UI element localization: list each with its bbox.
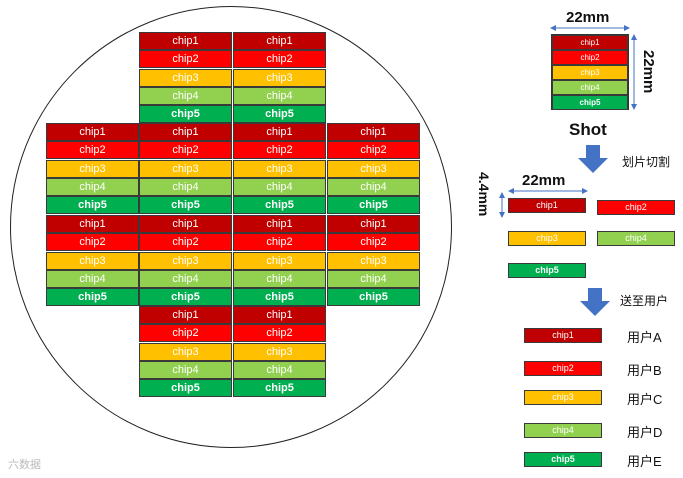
wafer-chip1: chip1 <box>46 215 139 234</box>
wafer-chip5: chip5 <box>46 288 139 307</box>
user-chip2: chip2 <box>524 361 602 376</box>
wafer-chip1: chip1 <box>139 215 232 234</box>
slice-chip3: chip3 <box>508 231 586 246</box>
wafer-chip2: chip2 <box>139 141 232 160</box>
wafer-chip1: chip1 <box>327 123 420 142</box>
wafer-chip4: chip4 <box>46 177 139 197</box>
wafer-chip5: chip5 <box>327 196 420 215</box>
user-chip5: chip5 <box>524 452 602 467</box>
wafer-chip5: chip5 <box>233 288 326 307</box>
watermark: 六数据 <box>8 459 41 471</box>
shot-title: Shot <box>569 120 607 139</box>
wafer-chip5: chip5 <box>139 379 232 398</box>
wafer-chip4: chip4 <box>233 86 326 106</box>
shot-height-label: 22mm <box>640 50 657 94</box>
wafer-chip5: chip5 <box>327 288 420 307</box>
user-chip4: chip4 <box>524 423 602 438</box>
wafer-chip5: chip5 <box>139 196 232 215</box>
shot-chip2: chip2 <box>552 50 628 65</box>
wafer-chip1: chip1 <box>233 32 326 51</box>
user-chip3: chip3 <box>524 390 602 405</box>
wafer-chip1: chip1 <box>233 306 326 325</box>
wafer-chip4: chip4 <box>139 177 232 197</box>
wafer-chip3: chip3 <box>139 342 232 361</box>
wafer-chip3: chip3 <box>233 342 326 361</box>
wafer-chip3: chip3 <box>233 68 326 87</box>
shot-chip4: chip4 <box>552 80 628 95</box>
wafer-chip4: chip4 <box>233 360 326 380</box>
slice-chip1: chip1 <box>508 198 586 213</box>
wafer-chip5: chip5 <box>139 288 232 307</box>
wafer-chip4: chip4 <box>233 177 326 197</box>
wafer-chip1: chip1 <box>46 123 139 142</box>
slice-chip2: chip2 <box>597 200 675 215</box>
wafer-chip5: chip5 <box>139 105 232 124</box>
wafer-chip4: chip4 <box>327 269 420 289</box>
user-chip1: chip1 <box>524 328 602 343</box>
wafer-chip3: chip3 <box>46 159 139 178</box>
wafer-chip4: chip4 <box>46 269 139 289</box>
wafer-chip2: chip2 <box>233 50 326 69</box>
shot-chip3: chip3 <box>552 65 628 80</box>
user-label-1: 用户A <box>627 330 662 345</box>
shot-block: chip1 chip2 chip3 chip4 chip5 <box>551 34 629 110</box>
wafer-chip5: chip5 <box>46 196 139 215</box>
wafer-chip2: chip2 <box>327 141 420 160</box>
shot-width-label: 22mm <box>566 9 610 26</box>
slice-chip4: chip4 <box>597 231 675 246</box>
wafer-chip5: chip5 <box>233 196 326 215</box>
wafer-chip4: chip4 <box>139 269 232 289</box>
wafer-chip3: chip3 <box>233 251 326 270</box>
down-arrow-icon-2 <box>580 288 610 316</box>
down-arrow-icon <box>578 145 608 173</box>
wafer-chip4: chip4 <box>139 360 232 380</box>
user-label-3: 用户C <box>627 392 663 407</box>
wafer-chip3: chip3 <box>139 68 232 87</box>
wafer-chip1: chip1 <box>139 32 232 51</box>
step2-label: 送至用户 <box>620 294 669 308</box>
user-label-4: 用户D <box>627 425 663 440</box>
slice-height-arrow <box>499 192 505 218</box>
wafer-chip1: chip1 <box>139 123 232 142</box>
wafer-chip3: chip3 <box>327 251 420 270</box>
wafer-chip3: chip3 <box>327 159 420 178</box>
wafer-chip4: chip4 <box>233 269 326 289</box>
wafer-chip2: chip2 <box>139 50 232 69</box>
wafer-chip1: chip1 <box>233 123 326 142</box>
wafer-chip1: chip1 <box>233 215 326 234</box>
wafer-chip2: chip2 <box>139 324 232 343</box>
wafer-chip2: chip2 <box>46 233 139 252</box>
shot-chip1: chip1 <box>552 35 628 50</box>
shot-chip5: chip5 <box>552 95 628 110</box>
wafer-chip5: chip5 <box>233 105 326 124</box>
wafer-chip3: chip3 <box>233 159 326 178</box>
wafer-chip3: chip3 <box>46 251 139 270</box>
step1-label: 划片切割 <box>622 155 671 169</box>
wafer-chip4: chip4 <box>327 177 420 197</box>
wafer-chip5: chip5 <box>233 379 326 398</box>
wafer-chip2: chip2 <box>139 233 232 252</box>
wafer-chip2: chip2 <box>233 141 326 160</box>
slice-chip5: chip5 <box>508 263 586 278</box>
slice-width-arrow <box>508 188 588 194</box>
slice-width-label: 22mm <box>522 172 566 189</box>
shot-height-arrow <box>631 34 637 110</box>
wafer-outline <box>10 6 452 448</box>
wafer-chip3: chip3 <box>139 251 232 270</box>
wafer-chip1: chip1 <box>327 215 420 234</box>
wafer-chip2: chip2 <box>233 233 326 252</box>
slice-height-label: 4.4mm <box>476 172 492 217</box>
shot-width-arrow <box>550 25 630 31</box>
user-label-2: 用户B <box>627 363 662 378</box>
wafer-chip2: chip2 <box>327 233 420 252</box>
wafer-chip1: chip1 <box>139 306 232 325</box>
user-label-5: 用户E <box>627 454 662 469</box>
wafer-chip3: chip3 <box>139 159 232 178</box>
wafer-chip2: chip2 <box>46 141 139 160</box>
wafer-chip2: chip2 <box>233 324 326 343</box>
wafer-chip4: chip4 <box>139 86 232 106</box>
